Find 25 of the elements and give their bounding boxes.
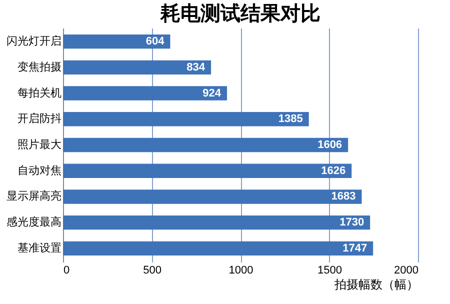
x-axis-title: 拍摄幅数（幅） [334,278,418,292]
y-tick-label: 感光度最高 [6,216,62,229]
x-tick-label: 1500 [318,264,342,276]
data-label: 1730 [340,216,364,229]
data-label: 924 [202,87,222,100]
y-tick-label: 开启防抖 [18,112,62,126]
y-tick-label: 闪光灯开启 [6,34,62,48]
x-tick-label: 0 [64,264,70,276]
data-label: 1626 [321,164,346,177]
y-tick-label: 照片最大 [18,138,62,151]
x-tick-label: 500 [143,264,162,276]
data-label: 834 [186,61,206,74]
data-label: 604 [146,36,166,48]
x-tick-label: 2000 [394,264,418,276]
y-tick-label: 自动对焦 [18,164,62,177]
y-tick-label: 基准设置 [18,241,62,254]
data-label: 1683 [331,190,356,203]
x-tick-label: 1000 [228,264,254,276]
y-tick-label: 每拍关机 [18,86,62,100]
data-label: 1385 [278,113,303,126]
data-label: 1606 [318,139,342,151]
data-label: 1747 [342,242,368,254]
chart-title: 耗电测试结果对比 [160,3,320,25]
y-tick-label: 变焦拍摄 [18,60,62,74]
y-tick-label: 显示屏高亮 [6,190,62,203]
